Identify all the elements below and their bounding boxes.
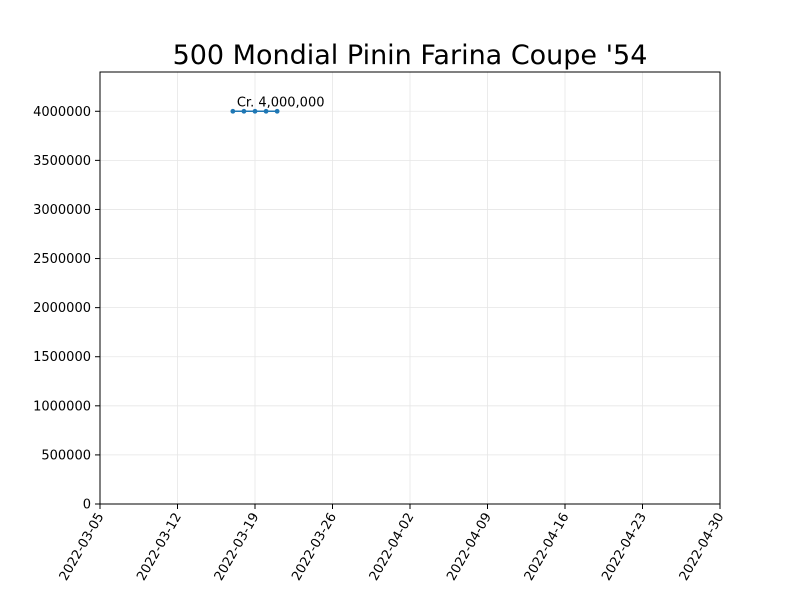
y-tick-label: 2000000 [33,301,91,316]
data-point [263,108,269,114]
y-tick-label: 2500000 [33,252,91,267]
x-tick-label: 2022-03-26 [289,511,340,584]
y-axis: 0 500000 1000000 1500000 2000000 2500000 30000… [33,105,100,513]
x-tick-label: 2022-04-02 [367,511,418,584]
annotation-label: Cr. 4,000,000 [237,95,325,110]
grid [99,72,721,505]
annotation-layer: Cr. 4,000,000 [237,95,325,110]
series-layer [230,108,280,114]
chart-title: 500 Mondial Pinin Farina Coupe '54 [173,40,648,71]
y-tick-label: 500000 [41,448,91,463]
y-tick-label: 4000000 [33,105,91,120]
y-tick-label: 3500000 [33,154,91,169]
data-point [241,108,247,114]
x-tick-label: 2022-03-05 [57,511,108,584]
x-tick-label: 2022-04-09 [444,511,495,584]
x-tick-label: 2022-03-19 [212,511,263,584]
y-tick-label: 1500000 [33,350,91,365]
x-tick-label: 2022-04-30 [677,511,728,584]
x-tick-label: 2022-04-23 [599,511,650,584]
data-point [230,108,236,114]
y-tick-label: 3000000 [33,203,91,218]
data-point [252,108,258,114]
x-tick-label: 2022-03-12 [134,511,185,584]
x-axis: 2022-03-05 2022-03-12 2022-03-19 2022-03-26… [57,504,728,584]
y-tick-label: 0 [83,498,91,513]
data-point [274,108,280,114]
x-tick-label: 2022-04-16 [522,511,573,584]
y-tick-label: 1000000 [33,399,91,414]
